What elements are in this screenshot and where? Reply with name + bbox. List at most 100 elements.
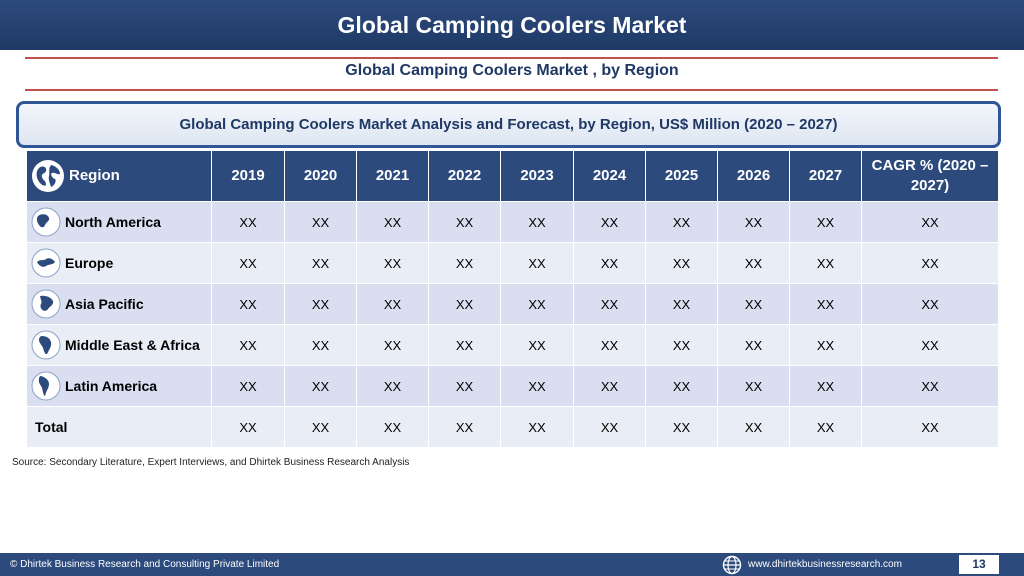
value-cell: XX xyxy=(356,365,429,407)
column-header-2021: 2021 xyxy=(356,150,429,202)
source-note: Source: Secondary Literature, Expert Int… xyxy=(12,457,410,468)
value-cell: XX xyxy=(789,201,862,243)
value-cell: XX xyxy=(356,242,429,284)
region-label: Latin America xyxy=(65,378,158,394)
value-cell: XX xyxy=(211,324,285,366)
value-cell: XX xyxy=(428,324,501,366)
region-cell: Europe xyxy=(26,242,212,284)
column-header-2025: 2025 xyxy=(645,150,718,202)
table-row: North America XX XX XX XX XX XX XX XX XX XX xyxy=(26,201,999,243)
column-header-2026: 2026 xyxy=(717,150,790,202)
value-cell: XX xyxy=(573,201,646,243)
page-title: Global Camping Coolers Market xyxy=(337,11,687,38)
value-cell: XX xyxy=(789,324,862,366)
value-cell: XX xyxy=(428,365,501,407)
value-cell: XX xyxy=(861,406,999,448)
column-header-2019: 2019 xyxy=(211,150,285,202)
top-banner: Global Camping Coolers Market xyxy=(0,0,1024,50)
column-header-2022: 2022 xyxy=(428,150,501,202)
value-cell: XX xyxy=(428,201,501,243)
value-cell: XX xyxy=(573,242,646,284)
value-cell: XX xyxy=(284,283,357,325)
value-cell: XX xyxy=(500,283,574,325)
region-label: Europe xyxy=(65,255,114,271)
value-cell: XX xyxy=(356,283,429,325)
value-cell: XX xyxy=(573,283,646,325)
region-cell: Middle East & Africa xyxy=(26,324,212,366)
copyright-text: © Dhirtek Business Research and Consulti… xyxy=(10,559,280,570)
value-cell: XX xyxy=(573,406,646,448)
table-header-row: Region 2019 2020 2021 2022 2023 2024 202… xyxy=(26,150,999,202)
value-cell: XX xyxy=(645,283,718,325)
asia-pacific-globe-icon xyxy=(31,289,61,319)
value-cell: XX xyxy=(211,201,285,243)
value-cell: XX xyxy=(789,406,862,448)
value-cell: XX xyxy=(861,324,999,366)
europe-globe-icon xyxy=(31,248,61,278)
analysis-title: Global Camping Coolers Market Analysis a… xyxy=(179,116,838,133)
region-cell: Latin America xyxy=(26,365,212,407)
region-cell: Total xyxy=(26,406,212,448)
value-cell: XX xyxy=(284,242,357,284)
website-link[interactable]: www.dhirtekbusinessresearch.com xyxy=(748,559,902,570)
divider-bottom xyxy=(25,89,998,91)
value-cell: XX xyxy=(284,365,357,407)
value-cell: XX xyxy=(717,283,790,325)
value-cell: XX xyxy=(428,406,501,448)
column-header-2024: 2024 xyxy=(573,150,646,202)
value-cell: XX xyxy=(645,406,718,448)
region-cell: Asia Pacific xyxy=(26,283,212,325)
column-header-cagr: CAGR % (2020 – 2027) xyxy=(861,150,999,202)
value-cell: XX xyxy=(789,283,862,325)
value-cell: XX xyxy=(645,365,718,407)
north-america-globe-icon xyxy=(31,207,61,237)
value-cell: XX xyxy=(645,242,718,284)
value-cell: XX xyxy=(573,324,646,366)
value-cell: XX xyxy=(717,365,790,407)
value-cell: XX xyxy=(284,201,357,243)
region-cell: North America xyxy=(26,201,212,243)
value-cell: XX xyxy=(789,365,862,407)
value-cell: XX xyxy=(717,201,790,243)
value-cell: XX xyxy=(356,201,429,243)
value-cell: XX xyxy=(500,201,574,243)
region-label: Middle East & Africa xyxy=(65,337,200,353)
value-cell: XX xyxy=(284,406,357,448)
latin-america-globe-icon xyxy=(31,371,61,401)
value-cell: XX xyxy=(645,201,718,243)
table-row: Latin America XX XX XX XX XX XX XX XX XX XX xyxy=(26,365,999,407)
page-number: 13 xyxy=(959,555,999,574)
value-cell: XX xyxy=(717,324,790,366)
column-header-2023: 2023 xyxy=(500,150,574,202)
divider-top xyxy=(25,57,998,59)
table-row: Total XX XX XX XX XX XX XX XX XX XX xyxy=(26,406,999,448)
value-cell: XX xyxy=(717,406,790,448)
value-cell: XX xyxy=(789,242,862,284)
region-label: Asia Pacific xyxy=(65,296,144,312)
value-cell: XX xyxy=(500,406,574,448)
market-table: Region 2019 2020 2021 2022 2023 2024 202… xyxy=(26,150,999,448)
value-cell: XX xyxy=(645,324,718,366)
value-cell: XX xyxy=(428,242,501,284)
value-cell: XX xyxy=(861,283,999,325)
value-cell: XX xyxy=(573,365,646,407)
value-cell: XX xyxy=(211,283,285,325)
column-header-2020: 2020 xyxy=(284,150,357,202)
table-row: Middle East & Africa XX XX XX XX XX XX XX XX XX XX xyxy=(26,324,999,366)
table-row: Europe XX XX XX XX XX XX XX XX XX XX xyxy=(26,242,999,284)
value-cell: XX xyxy=(211,242,285,284)
value-cell: XX xyxy=(428,283,501,325)
globe-icon xyxy=(32,160,64,192)
footer-bar: © Dhirtek Business Research and Consulti… xyxy=(0,553,1024,576)
value-cell: XX xyxy=(284,324,357,366)
value-cell: XX xyxy=(356,406,429,448)
table-row: Asia Pacific XX XX XX XX XX XX XX XX XX XX xyxy=(26,283,999,325)
total-label: Total xyxy=(35,419,68,435)
value-cell: XX xyxy=(717,242,790,284)
region-label: North America xyxy=(65,214,161,230)
value-cell: XX xyxy=(500,324,574,366)
www-globe-icon xyxy=(722,555,742,575)
column-header-region: Region xyxy=(26,150,212,202)
value-cell: XX xyxy=(211,406,285,448)
value-cell: XX xyxy=(861,242,999,284)
